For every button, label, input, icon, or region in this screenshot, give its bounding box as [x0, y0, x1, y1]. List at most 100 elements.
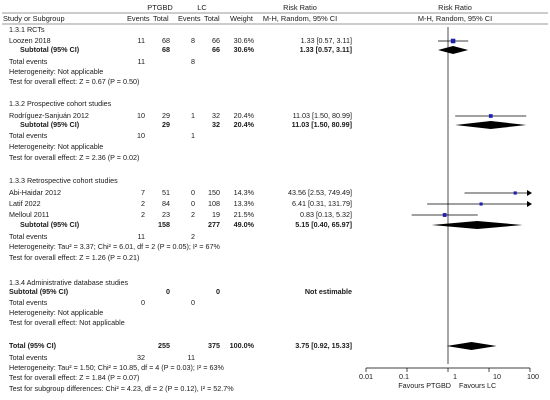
study-name: Loozen 2018 — [9, 36, 51, 45]
study-name: Latif 2022 — [9, 199, 41, 208]
study-weight: 20.4% — [233, 111, 254, 120]
overall-total-weight: 100.0% — [229, 341, 254, 350]
subtotal-diamond — [437, 46, 469, 54]
subtotal-ci: 1.33 [0.57, 3.11] — [299, 45, 352, 54]
study-ci: 1.33 [0.57, 3.11] — [300, 36, 352, 45]
heterogeneity-text: Heterogeneity: Tau² = 3.37; Chi² = 6.01,… — [9, 242, 220, 251]
study-events-2: 1 — [191, 111, 195, 120]
subgroup-title: 1.3.3 Retrospective cohort studies — [9, 176, 118, 185]
study-events-1: 11 — [137, 36, 145, 45]
study-total-2: 108 — [208, 199, 220, 208]
subgroup-title: 1.3.2 Prospective cohort studies — [9, 99, 112, 108]
total-events-label: Total events — [9, 131, 48, 140]
subgroup-difference-test: Test for subgroup differences: Chi² = 4.… — [9, 384, 234, 393]
axis-tick-label: 0.01 — [359, 372, 373, 381]
subtotal-weight: 30.6% — [233, 45, 254, 54]
subtotal-ci: Not estimable — [304, 287, 352, 296]
study-weight: 13.3% — [233, 199, 254, 208]
column-header-total-2: Total — [204, 14, 220, 23]
study-ci: 11.03 [1.50, 80.99] — [292, 111, 352, 120]
subtotal-total-1: 0 — [166, 287, 170, 296]
study-total-1: 23 — [162, 210, 170, 219]
subtotal-weight: 49.0% — [233, 220, 254, 229]
overall-total-2: 375 — [208, 341, 220, 350]
total-events-label: Total events — [9, 57, 48, 66]
overall-total-label: Total (95% CI) — [9, 341, 56, 350]
subtotal-total-2: 277 — [208, 220, 220, 229]
study-ci: 0.83 [0.13, 5.32] — [300, 210, 352, 219]
study-events-1: 7 — [141, 188, 145, 197]
total-events-2: 2 — [191, 232, 195, 241]
study-total-1: 68 — [162, 36, 170, 45]
study-ci: 6.41 [0.31, 131.79] — [292, 199, 352, 208]
subtotal-total-2: 66 — [212, 45, 220, 54]
axis-tick-label: 10 — [493, 372, 501, 381]
subtotal-total-2: 0 — [216, 287, 220, 296]
study-ci: 43.56 [2.53, 749.49] — [288, 188, 352, 197]
study-events-2: 2 — [191, 210, 195, 219]
total-events-label: Total events — [9, 298, 48, 307]
ci-arrow — [527, 190, 532, 196]
subtotal-diamond — [455, 121, 527, 129]
axis-tick-label: 1 — [453, 372, 457, 381]
column-header-events-2: Events — [178, 14, 201, 23]
overall-heterogeneity: Heterogeneity: Tau² = 1.50; Chi² = 10.85… — [9, 363, 224, 372]
study-events-1: 2 — [141, 210, 145, 219]
study-name: Rodríguez-Sanjuán 2012 — [9, 111, 89, 120]
study-events-2: 0 — [191, 188, 195, 197]
point-estimate-square — [513, 191, 517, 195]
column-header-study: Study or Subgroup — [3, 14, 65, 23]
point-estimate-square — [442, 213, 447, 217]
point-estimate-square — [479, 202, 483, 206]
study-total-2: 19 — [212, 210, 220, 219]
study-events-1: 10 — [137, 111, 145, 120]
favours-right-label: Favours LC — [459, 381, 497, 390]
subtotal-label: Subtotal (95% CI) — [20, 45, 80, 54]
axis-tick-label: 0.1 — [399, 372, 409, 381]
study-total-2: 150 — [208, 188, 220, 197]
column-header-events-1: Events — [127, 14, 150, 23]
subtotal-ci: 11.03 [1.50, 80.99] — [291, 120, 352, 129]
subtotal-label: Subtotal (95% CI) — [20, 220, 80, 229]
study-total-2: 32 — [212, 111, 220, 120]
ci-arrow — [527, 201, 532, 207]
total-events-2: 0 — [191, 298, 195, 307]
column-header-weight: Weight — [230, 14, 253, 23]
study-name: Melloul 2011 — [9, 210, 50, 219]
overall-events-1: 32 — [137, 353, 145, 362]
overall-effect-text: Test for overall effect: Z = 0.67 (P = 0… — [9, 77, 140, 86]
overall-effect-text: Test for overall effect: Z = 1.26 (P = 0… — [9, 253, 140, 262]
subtotal-weight: 20.4% — [233, 120, 254, 129]
heterogeneity-text: Heterogeneity: Not applicable — [9, 142, 104, 151]
total-events-label: Total events — [9, 232, 48, 241]
study-weight: 30.6% — [233, 36, 254, 45]
plot-header-risk-ratio: Risk Ratio — [438, 3, 472, 12]
study-weight: 21.5% — [233, 210, 254, 219]
column-header-risk-ratio-method: M-H, Random, 95% CI — [262, 14, 338, 23]
point-estimate-square — [488, 114, 493, 118]
overall-events-label: Total events — [9, 353, 48, 362]
overall-effect-text: Test for overall effect: Z = 2.36 (P = 0… — [9, 153, 140, 162]
plot-header-method: M-H, Random, 95% CI — [417, 14, 493, 23]
subtotal-total-1: 29 — [162, 120, 170, 129]
study-total-1: 84 — [162, 199, 170, 208]
study-total-1: 29 — [162, 111, 170, 120]
overall-diamond — [446, 342, 497, 350]
total-events-1: 11 — [137, 57, 145, 66]
study-weight: 14.3% — [233, 188, 254, 197]
study-events-1: 2 — [141, 199, 145, 208]
subtotal-total-2: 32 — [212, 120, 220, 129]
study-name: Abi-Haidar 2012 — [9, 188, 61, 197]
study-total-1: 51 — [162, 188, 170, 197]
column-header-total-1: Total — [153, 14, 169, 23]
total-events-1: 0 — [141, 298, 145, 307]
point-estimate-square — [450, 38, 456, 44]
subtotal-total-1: 68 — [162, 45, 170, 54]
column-header-lc: LC — [197, 3, 207, 12]
study-events-2: 8 — [191, 36, 195, 45]
subgroup-title: 1.3.1 RCTs — [9, 25, 45, 34]
overall-total-1: 255 — [158, 341, 170, 350]
column-header-risk-ratio: Risk Ratio — [283, 3, 317, 12]
study-events-2: 0 — [191, 199, 195, 208]
